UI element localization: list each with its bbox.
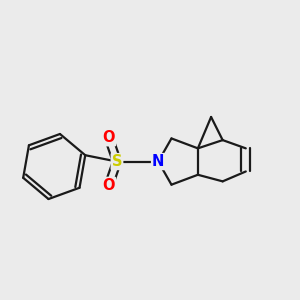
Text: S: S — [112, 154, 122, 169]
Text: O: O — [103, 178, 115, 193]
Text: O: O — [103, 130, 115, 145]
Text: N: N — [152, 154, 164, 169]
